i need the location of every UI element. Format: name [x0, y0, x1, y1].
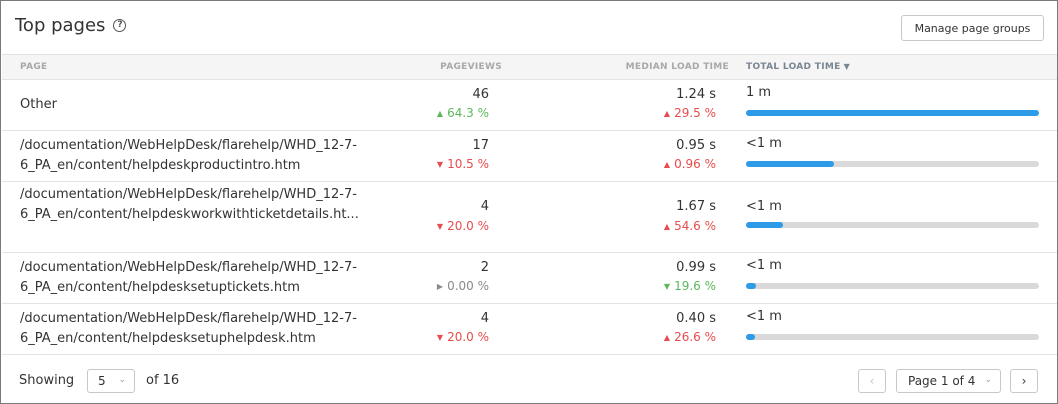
pageviews-change-value: 0.00 % [447, 279, 489, 293]
table-row[interactable]: /documentation/WebHelpDesk/flarehelp/WHD… [2, 130, 1057, 182]
pageviews-change-value: 10.5 % [447, 157, 489, 171]
page-url-link[interactable]: Other [20, 97, 57, 112]
showing-label: Showing [19, 373, 75, 388]
column-header-total-load-time[interactable]: TOTAL LOAD TIME ▼ [746, 62, 850, 72]
page-size-value: 5 [98, 374, 106, 388]
median-load-time-change: ▲ 29.5 % [516, 106, 716, 120]
median-load-time-value: 0.40 s [676, 311, 716, 326]
total-load-time-bar [746, 222, 1039, 228]
total-count-label: of 16 [146, 373, 180, 388]
median-load-time-change: ▲ 0.96 % [516, 157, 716, 171]
total-load-time-value: <1 m [746, 258, 782, 273]
table-header: PAGE PAGEVIEWS MEDIAN LOAD TIME TOTAL LO… [2, 54, 1057, 80]
pageviews-value: 2 [480, 260, 489, 275]
column-header-median-load-time[interactable]: MEDIAN LOAD TIME [625, 62, 729, 72]
column-header-pageviews[interactable]: PAGEVIEWS [440, 62, 502, 72]
triangle-down-icon: ▼ [663, 282, 671, 291]
triangle-up-icon: ▲ [663, 160, 671, 169]
pageviews-change: ▲ 64.3 % [289, 106, 489, 120]
total-load-time-bar-fill [746, 283, 757, 289]
page-url-link[interactable]: /documentation/WebHelpDesk/flarehelp/WHD… [20, 311, 357, 346]
pageviews-value: 4 [480, 311, 489, 326]
median-load-time-change: ▲ 54.6 % [516, 219, 716, 233]
column-header-page[interactable]: PAGE [20, 62, 48, 72]
table-row[interactable]: Other 46 ▲ 64.3 % 1.24 s ▲ 29.5 % 1 m [2, 79, 1057, 131]
pageviews-change: ▼ 20.0 % [289, 330, 489, 344]
median-load-time-change-value: 19.6 % [674, 279, 716, 293]
table-row[interactable]: /documentation/WebHelpDesk/flarehelp/WHD… [2, 252, 1057, 304]
column-header-total-load-time-label: TOTAL LOAD TIME [746, 62, 841, 72]
triangle-up-icon: ▲ [436, 109, 444, 118]
pageviews-value: 4 [480, 199, 489, 214]
median-load-time-change: ▲ 26.6 % [516, 330, 716, 344]
table-footer: Showing 5 ⌄ of 16 ‹ Page 1 of 4 ⌄ › [1, 355, 1057, 403]
total-load-time-bar-fill [746, 334, 755, 340]
page-url-link[interactable]: /documentation/WebHelpDesk/flarehelp/WHD… [20, 260, 357, 295]
table-row[interactable]: /documentation/WebHelpDesk/flarehelp/WHD… [2, 303, 1057, 355]
pageviews-change: ▶ 0.00 % [289, 279, 489, 293]
total-load-time-value: <1 m [746, 309, 782, 324]
median-load-time-change-value: 26.6 % [674, 330, 716, 344]
table-row[interactable]: /documentation/WebHelpDesk/flarehelp/WHD… [2, 181, 1057, 253]
total-load-time-bar-fill [746, 110, 1039, 116]
median-load-time-value: 1.67 s [676, 199, 716, 214]
total-load-time-bar-fill [746, 222, 783, 228]
pageviews-value: 17 [472, 138, 489, 153]
pageviews-change: ▼ 10.5 % [289, 157, 489, 171]
median-load-time-change-value: 29.5 % [674, 106, 716, 120]
page-url-link[interactable]: /documentation/WebHelpDesk/flarehelp/WHD… [20, 187, 359, 222]
pageviews-change-value: 20.0 % [447, 330, 489, 344]
chevron-down-icon: ⌄ [984, 375, 992, 385]
page-url-link[interactable]: /documentation/WebHelpDesk/flarehelp/WHD… [20, 138, 357, 173]
pageviews-change-value: 20.0 % [447, 219, 489, 233]
median-load-time-value: 0.95 s [676, 138, 716, 153]
panel-title: Top pages ? [15, 15, 127, 36]
chevron-down-icon: ⌄ [118, 375, 126, 385]
triangle-down-icon: ▼ [436, 333, 444, 342]
total-load-time-value: <1 m [746, 199, 782, 214]
total-load-time-bar [746, 161, 1039, 167]
chevron-down-icon: ▼ [843, 62, 851, 71]
median-load-time-value: 0.99 s [676, 260, 716, 275]
triangle-up-icon: ▲ [663, 222, 671, 231]
total-load-time-bar [746, 334, 1039, 340]
help-icon[interactable]: ? [113, 19, 127, 32]
total-load-time-bar [746, 283, 1039, 289]
triangle-down-icon: ▼ [436, 222, 444, 231]
triangle-up-icon: ▲ [663, 109, 671, 118]
page-select[interactable]: Page 1 of 4 ⌄ [896, 369, 1001, 393]
total-load-time-bar-fill [746, 161, 834, 167]
total-load-time-value: 1 m [746, 85, 772, 100]
pageviews-change: ▼ 20.0 % [289, 219, 489, 233]
median-load-time-change-value: 54.6 % [674, 219, 716, 233]
total-load-time-value: <1 m [746, 136, 782, 151]
median-load-time-change-value: 0.96 % [674, 157, 716, 171]
median-load-time-change: ▼ 19.6 % [516, 279, 716, 293]
next-page-button[interactable]: › [1010, 369, 1038, 393]
pageviews-value: 46 [472, 87, 489, 102]
manage-page-groups-button[interactable]: Manage page groups [901, 15, 1044, 41]
triangle-down-icon: ▼ [436, 160, 444, 169]
page-select-value: Page 1 of 4 [908, 374, 976, 388]
triangle-up-icon: ▲ [663, 333, 671, 342]
pageviews-change-value: 64.3 % [447, 106, 489, 120]
page-size-select[interactable]: 5 ⌄ [87, 369, 135, 393]
total-load-time-bar [746, 110, 1039, 116]
previous-page-button[interactable]: ‹ [858, 369, 886, 393]
median-load-time-value: 1.24 s [676, 87, 716, 102]
triangle-right-icon: ▶ [436, 282, 444, 291]
page-title: Top pages [15, 15, 106, 36]
